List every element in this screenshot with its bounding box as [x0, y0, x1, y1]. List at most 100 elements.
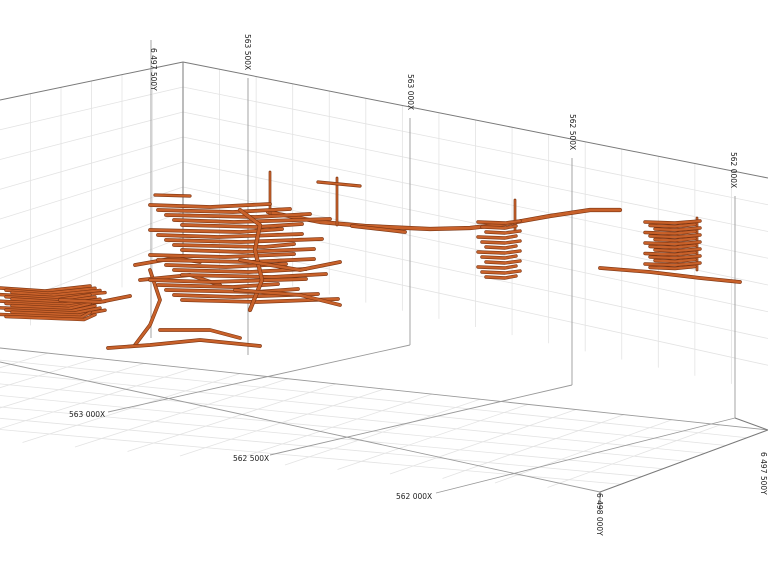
major-grid-line	[0, 361, 601, 493]
tunnel-segment	[317, 181, 361, 187]
grid-line	[182, 86, 768, 206]
tunnel-segment	[476, 249, 522, 255]
grid-line	[0, 406, 664, 470]
tunnel-segment	[164, 237, 324, 244]
tunnel-segment	[480, 269, 522, 275]
tunnel-segment	[148, 277, 308, 284]
grid-line	[0, 383, 706, 454]
tunnel-segment	[154, 194, 191, 197]
tunnel-segment	[0, 284, 92, 293]
tunnel-segment	[476, 264, 518, 270]
tunnel-segment	[266, 208, 622, 231]
axis-label-x-563500-top: 563 500X	[243, 34, 252, 70]
grid-line	[0, 86, 184, 131]
tunnel-segment	[484, 274, 518, 280]
underground-workings	[0, 170, 742, 350]
tunnel-segment	[158, 328, 242, 340]
major-grid-line	[269, 384, 573, 456]
tunnel-segment	[172, 242, 296, 249]
tunnel-segment	[180, 272, 328, 279]
tunnel-segment	[648, 265, 697, 270]
tunnel-segment	[10, 289, 102, 297]
tunnel-segment	[476, 219, 522, 225]
axis-label-x-562000-top: 562 000X	[729, 152, 738, 188]
tunnel-segment	[643, 251, 697, 256]
axis-label-y-6497500-floor: 6 497 500Y	[759, 452, 768, 495]
tunnel-segment	[180, 222, 304, 229]
grid-line	[0, 417, 643, 477]
grid-line	[0, 395, 685, 462]
tunnel-segment	[148, 202, 272, 209]
grid-line	[0, 161, 184, 220]
tunnel-segment	[350, 224, 407, 234]
axis-label-x-562500-floor: 562 500X	[233, 454, 269, 463]
tunnel-segment	[4, 287, 97, 295]
tunnel-segment	[164, 212, 312, 219]
tunnel-segment	[156, 207, 292, 214]
tunnel-segment	[643, 230, 697, 235]
tunnel-segment	[0, 311, 92, 319]
tunnel-segment	[0, 304, 97, 312]
tunnel-segment	[133, 268, 162, 347]
grid-line	[182, 236, 768, 366]
grid-line	[0, 136, 184, 190]
tunnel-segment	[238, 258, 342, 272]
tunnel-segment	[648, 233, 702, 239]
box-edge	[0, 61, 184, 101]
tunnel-segment	[156, 282, 280, 289]
tunnel-segment	[648, 254, 702, 260]
tunnel-segment	[484, 259, 522, 265]
tunnel-segment	[148, 227, 284, 234]
tunnel-segment	[653, 226, 702, 232]
tunnel-segment	[58, 294, 132, 304]
grid-line	[0, 371, 727, 446]
tunnel-segment	[643, 261, 702, 267]
tunnel-segment	[643, 219, 702, 225]
box-edge	[734, 417, 768, 431]
tunnel-segment	[10, 309, 107, 317]
axis-label-x-562000-floor: 562 000X	[396, 492, 432, 501]
major-grid-line	[0, 347, 768, 431]
tunnel-segment	[4, 313, 97, 321]
tunnel-segment	[648, 223, 697, 228]
tunnel-segment	[480, 239, 522, 245]
grid-line	[0, 352, 49, 369]
tunnel-segment	[484, 229, 522, 235]
major-grid-line	[107, 344, 411, 413]
grid-line	[0, 359, 748, 439]
tunnel-segment	[598, 266, 742, 284]
axis-label-x-563000-top: 563 000X	[406, 74, 415, 110]
tunnel-segment	[233, 288, 342, 307]
tunnel-segment	[4, 306, 102, 315]
tunnel-segment	[643, 240, 702, 246]
tunnel-segment	[480, 224, 518, 230]
tunnel-segment	[148, 252, 296, 259]
grid-line	[0, 111, 184, 160]
tunnel-segment	[106, 338, 262, 350]
grid-line	[0, 211, 184, 279]
grid-line	[0, 429, 622, 485]
tunnel-segment	[172, 267, 308, 274]
tunnel-segment	[10, 295, 97, 304]
box-edge	[182, 61, 768, 179]
axis-label-x-562500-top: 562 500X	[568, 114, 577, 150]
tunnel-segment	[180, 247, 316, 254]
tunnel-segment	[484, 244, 518, 250]
bounding-box	[0, 40, 768, 510]
axis-label-x-563000-floor: 563 000X	[69, 410, 105, 419]
box-edge	[599, 429, 768, 493]
tunnel-segment	[653, 237, 697, 242]
grid-line	[0, 186, 184, 250]
tunnel-segment	[653, 247, 702, 253]
grid-line	[0, 357, 97, 389]
tunnel-segment	[4, 293, 92, 301]
tunnel-segment	[10, 302, 92, 310]
axis-label-y-6498000: 6 498 000Y	[595, 493, 604, 536]
tunnel-segment	[156, 232, 304, 239]
tunnel-segment	[653, 258, 697, 263]
tunnel-segment	[172, 217, 332, 224]
tunnel-segment	[476, 234, 518, 240]
tunnel-segment	[648, 244, 697, 249]
